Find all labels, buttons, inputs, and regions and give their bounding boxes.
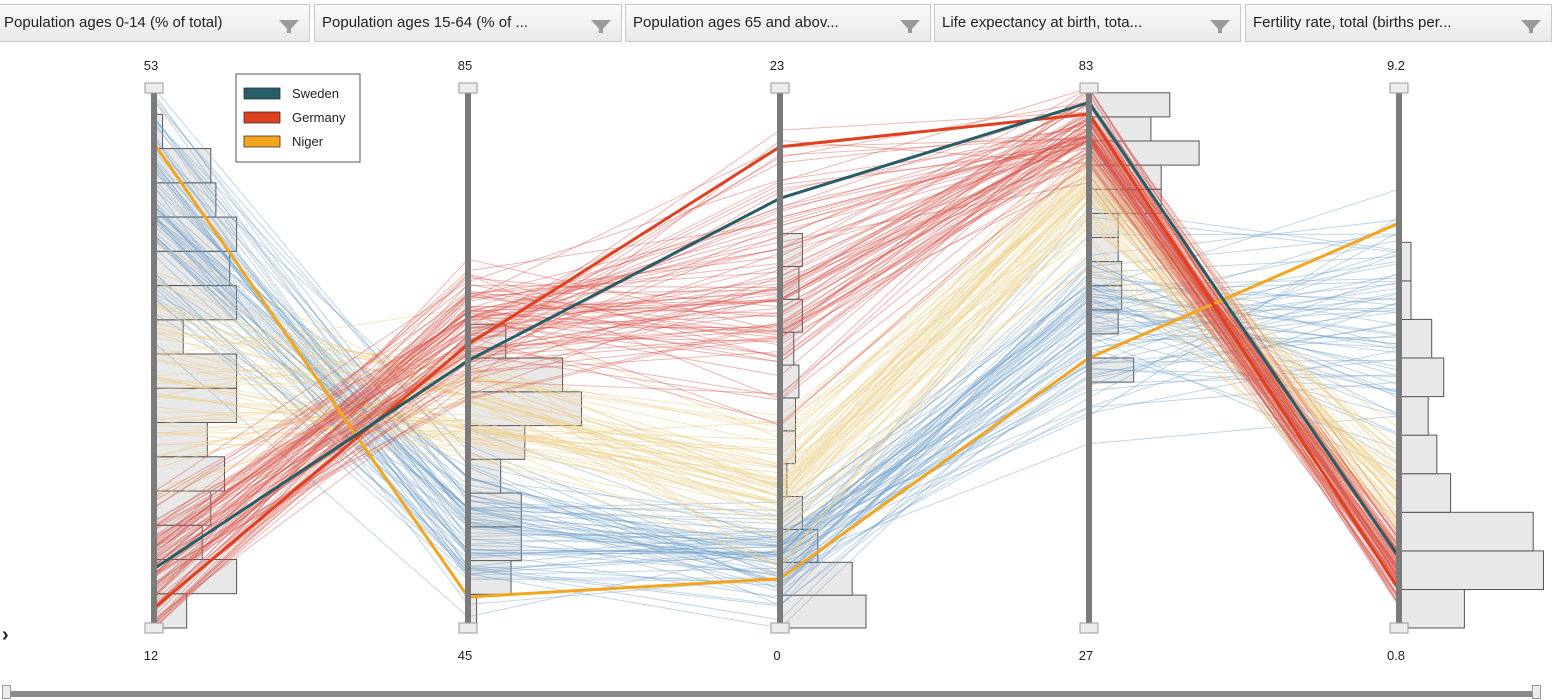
histogram-bar-axis1-bin11 xyxy=(153,250,231,287)
scroll-handle-left[interactable] xyxy=(2,685,11,699)
axis-2-min-handle[interactable] xyxy=(458,622,478,634)
dimension-header-1-label: Population ages 0-14 (% of total) xyxy=(4,14,223,31)
filter-icon[interactable] xyxy=(591,20,611,33)
legend-label-niger: Niger xyxy=(292,134,324,149)
histogram-bar-axis5-bin8 xyxy=(1398,318,1433,359)
legend-swatch-sweden xyxy=(243,87,281,100)
scroll-handle-right[interactable] xyxy=(1532,685,1541,699)
dimension-header-bar: Population ages 0-14 (% of total) Popula… xyxy=(0,0,1558,46)
histogram-bar-axis1-bin2 xyxy=(153,559,238,595)
filter-icon[interactable] xyxy=(1521,20,1541,33)
axis-4-min-label: 27 xyxy=(1079,648,1093,663)
histogram-bar-axis5-bin5 xyxy=(1398,434,1438,475)
country-line-red_group xyxy=(153,135,1400,599)
filter-icon[interactable] xyxy=(900,20,920,33)
expand-chevron-icon[interactable]: › xyxy=(2,624,9,646)
dimension-header-3-label: Population ages 65 and abov... xyxy=(633,14,839,31)
histogram-bar-axis5-bin6 xyxy=(1398,396,1429,436)
histogram-bar-axis5-bin1 xyxy=(1398,588,1465,629)
axis-3-min-label: 0 xyxy=(773,648,780,663)
axis-2-min-label: 45 xyxy=(458,648,472,663)
histogram-bar-axis5-bin2 xyxy=(1398,550,1544,590)
legend: Sweden Germany Niger xyxy=(235,73,361,163)
parallel-coordinates-chart: 53 12 85 45 23 0 83 27 9.2 0.8 Sweden Germany Niger xyxy=(144,58,1544,663)
country-line-red_group xyxy=(153,162,1400,584)
histogram-bar-axis4-bin2 xyxy=(1088,309,1119,335)
histogram-bar-axis2-bin3 xyxy=(467,526,522,562)
legend-swatch-niger xyxy=(243,135,281,148)
legend-label-germany: Germany xyxy=(292,110,346,125)
histogram-bar-axis2-bin4 xyxy=(467,492,522,528)
horizontal-scrollbar[interactable] xyxy=(5,691,1540,697)
axis-5-min-label: 0.8 xyxy=(1387,648,1405,663)
histogram-bar-axis1-bin6 xyxy=(153,422,208,458)
country-line-yellow_group xyxy=(153,187,1400,582)
dimension-header-1[interactable]: Population ages 0-14 (% of total) xyxy=(0,4,310,42)
axis-1-min-handle[interactable] xyxy=(144,622,164,634)
country-line-blue_group xyxy=(153,164,1400,547)
histogram-bar-axis4-bin1 xyxy=(1088,357,1135,383)
axis-4-min-handle[interactable] xyxy=(1079,622,1099,634)
dimension-header-2[interactable]: Population ages 15-64 (% of ... xyxy=(314,4,622,42)
histogram-bar-axis5-bin3 xyxy=(1398,511,1534,552)
axis-4-max-handle[interactable] xyxy=(1079,82,1099,94)
histogram-bar-axis3-bin1 xyxy=(779,594,867,629)
country-line-blue_group xyxy=(153,170,1400,557)
country-line-red_group xyxy=(153,158,1400,588)
dimension-header-5-label: Fertility rate, total (births per... xyxy=(1253,14,1452,31)
dimension-header-2-label: Population ages 15-64 (% of ... xyxy=(322,14,528,31)
axis-5-min-handle[interactable] xyxy=(1389,622,1409,634)
histogram-bar-axis4-bin9 xyxy=(1088,140,1200,166)
histogram-bar-axis2-bin5 xyxy=(467,458,502,494)
histogram-bar-axis1-bin4 xyxy=(153,490,212,526)
histogram-bar-axis1-bin12 xyxy=(153,216,238,252)
axis-1-max-label: 53 xyxy=(144,58,158,73)
histogram-bar-axis4-bin11 xyxy=(1088,92,1171,118)
axis-3-max-label: 23 xyxy=(770,58,784,73)
histogram-bar-axis5-bin4 xyxy=(1398,473,1452,513)
legend-swatch-germany xyxy=(243,111,281,124)
histogram-bar-axis5-bin7 xyxy=(1398,357,1445,398)
axis-2-max-label: 85 xyxy=(458,58,472,73)
filter-icon[interactable] xyxy=(1210,20,1230,33)
histogram-bar-axis2-bin2 xyxy=(467,560,512,595)
country-line-yellow_group xyxy=(153,211,1400,504)
country-line-red_group xyxy=(153,133,1400,607)
axis-5-max-handle[interactable] xyxy=(1389,82,1409,94)
country-line-red_group xyxy=(153,138,1400,588)
legend-label-sweden: Sweden xyxy=(292,86,339,101)
dimension-header-5[interactable]: Fertility rate, total (births per... xyxy=(1245,4,1552,42)
dimension-header-3[interactable]: Population ages 65 and abov... xyxy=(625,4,931,42)
filter-icon[interactable] xyxy=(279,20,299,33)
axis-1-min-label: 12 xyxy=(144,648,158,663)
axis-2-max-handle[interactable] xyxy=(458,82,478,94)
dimension-header-4-label: Life expectancy at birth, tota... xyxy=(942,14,1143,31)
country-line-red_group xyxy=(153,116,1400,599)
dimension-header-4[interactable]: Life expectancy at birth, tota... xyxy=(934,4,1241,42)
axis-3-max-handle[interactable] xyxy=(770,82,790,94)
country-line-red_group xyxy=(153,101,1400,584)
axis-1-max-handle[interactable] xyxy=(144,82,164,94)
axis-5-max-label: 9.2 xyxy=(1387,58,1405,73)
axis-3-min-handle[interactable] xyxy=(770,622,790,634)
axis-4-max-label: 83 xyxy=(1079,58,1093,73)
